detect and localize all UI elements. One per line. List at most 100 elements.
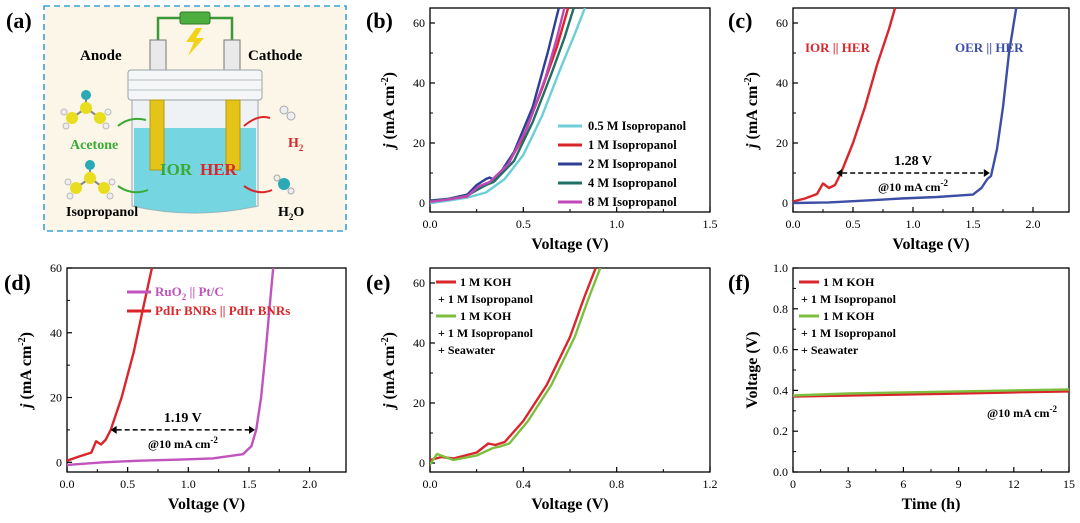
y-tick-label-b: 40 (413, 76, 425, 90)
legend-label-f: 1 M KOH (823, 275, 875, 289)
lightning-icon (186, 28, 204, 56)
condition-text: @10 mA cm (987, 406, 1049, 420)
y-axis-label-j: j (744, 143, 761, 151)
legend-label-b: 8 M Isopropanol (588, 195, 677, 209)
y-axis-label-close: ) (744, 72, 761, 77)
voltage-gap-label-c: 1.28 V (894, 154, 932, 169)
legend-label-d-a: RuO (155, 284, 182, 299)
arrowhead-left-c (836, 169, 843, 177)
series-line-f-1 (793, 388, 1069, 397)
panel-e: (e) 0.0 0.4 0.8 1.2 0 20 40 60 Voltage (V) j (mA c… (366, 267, 718, 513)
legend-label-f: + 1 M Isopropanol (801, 326, 897, 340)
h2o-label: H2O (278, 205, 304, 222)
panel-c: (c) 0.0 0.5 1.0 1.5 2.0 0 20 40 60 Voltage (V) j (m… (728, 7, 1070, 253)
x-tick-label-c: 0.5 (846, 217, 861, 231)
y-axis-label-j: j (381, 403, 398, 411)
y-axis-label-exp: -2 (743, 77, 754, 85)
y-axis-label-b: j (mA cm-2) (380, 72, 398, 151)
x-tick-label-f: 12 (1008, 477, 1020, 491)
y-tick-label-b: 20 (413, 136, 425, 150)
power-source-icon (179, 11, 211, 25)
condition-exp: -2 (210, 435, 218, 445)
isopropanol-molecule-icon (64, 160, 116, 200)
x-tick-label-f: 15 (1063, 477, 1075, 491)
x-tick-label-c: 0.0 (786, 217, 801, 231)
y-axis-label-exp: -2 (17, 337, 28, 345)
legend-label-e: + Seawater (438, 343, 496, 357)
y-tick-label-c: 60 (776, 16, 788, 30)
product-arrow (117, 117, 147, 127)
x-tick-label-e: 0.8 (609, 477, 624, 491)
y-axis-label-close: ) (381, 72, 398, 77)
legend-label-e: 1 M KOH (460, 309, 512, 323)
series-label-ior-her: IOR || HER (805, 40, 871, 55)
series-line-e-1 (430, 268, 602, 466)
plot-frame-c (792, 7, 1070, 213)
y-axis-label-exp: -2 (380, 337, 391, 345)
legend-label-d: RuO2 || Pt/C (155, 284, 224, 302)
x-tick-label-b: 1.5 (703, 217, 718, 231)
y-tick-label-f: 0.0 (773, 465, 788, 479)
y-axis-label-exp: -2 (380, 77, 391, 85)
y-tick-label-d: 40 (50, 326, 62, 340)
condition-exp: -2 (940, 178, 948, 188)
panel-e-label: (e) (366, 270, 390, 295)
y-axis-label-unit: (mA cm (18, 345, 35, 403)
legend-label-f: + Seawater (801, 343, 859, 357)
x-axis-label-d: Voltage (V) (168, 496, 245, 513)
h2o-arrow (243, 185, 273, 194)
condition-text: @10 mA cm (878, 180, 940, 194)
y-axis-label-close: ) (381, 332, 398, 337)
y-axis-label-unit: (mA cm (744, 85, 761, 143)
panel-a-schematic: (a) Anode Cathode IOR HER (6, 5, 347, 232)
x-tick-label-e: 1.2 (703, 477, 718, 491)
x-tick-label-d: 0.5 (120, 477, 135, 491)
x-axis-label-c: Voltage (V) (892, 236, 969, 253)
isopropanol-label: Isopropanol (66, 205, 138, 220)
series-line-c-1 (793, 8, 1018, 205)
x-axis-label-e: Voltage (V) (531, 496, 608, 513)
x-tick-label-f: 3 (845, 477, 851, 491)
x-tick-label-c: 2.0 (1026, 217, 1041, 231)
anode-electrode (149, 99, 165, 171)
y-tick-label-e: 60 (413, 276, 425, 290)
y-tick-label-c: 0 (782, 196, 788, 210)
y-axis-label-c: j (mA cm-2) (743, 72, 761, 151)
panel-b: (b) 0.0 0.5 1.0 1.5 0 20 40 60 Voltage (V) j (mA c… (366, 7, 718, 253)
panel-c-label: (c) (728, 8, 752, 33)
voltage-gap-label-d: 1.19 V (164, 411, 202, 426)
x-tick-label-b: 1.0 (609, 217, 624, 231)
x-tick-label-c: 1.0 (906, 217, 921, 231)
y-axis-label-close: ) (18, 332, 35, 337)
reactant-arrow (117, 185, 149, 194)
condition-label-d: @10 mA cm-2 (148, 435, 218, 451)
panel-f: (f) 0 3 6 9 12 15 0.0 0.2 0.4 0.6 0.8 1.0 Time (h) Vol… (728, 261, 1075, 513)
arrowhead-right-d (249, 425, 256, 434)
plot-frame-d (66, 267, 347, 473)
her-label: HER (200, 160, 238, 179)
y-tick-label-c: 40 (776, 76, 788, 90)
y-axis-label-unit: (mA cm (381, 345, 398, 403)
cell-lid (127, 69, 263, 101)
water-molecule-icon (273, 174, 295, 195)
anode-label: Anode (80, 48, 122, 64)
y-axis-label-unit: (mA cm (381, 85, 398, 143)
y-axis-label-j: j (381, 143, 398, 151)
legend-label-e: + 1 M Isopropanol (438, 292, 534, 306)
y-tick-label-b: 0 (419, 196, 425, 210)
series-line-d-0 (67, 268, 275, 467)
x-tick-label-e: 0.0 (423, 477, 438, 491)
series-line-d-1 (67, 268, 154, 462)
y-tick-label-d: 20 (50, 391, 62, 405)
x-axis-label-f: Time (h) (902, 496, 961, 513)
y-tick-label-d: 60 (50, 261, 62, 275)
cathode-electrode (225, 99, 241, 171)
condition-label-c: @10 mA cm-2 (878, 178, 948, 194)
x-tick-label-f: 6 (900, 477, 906, 491)
condition-text: @10 mA cm (148, 437, 210, 451)
legend-label-b: 2 M Isopropanol (588, 157, 677, 171)
y-axis-label-j: j (18, 403, 35, 411)
legend-label-e: + 1 M Isopropanol (438, 326, 534, 340)
